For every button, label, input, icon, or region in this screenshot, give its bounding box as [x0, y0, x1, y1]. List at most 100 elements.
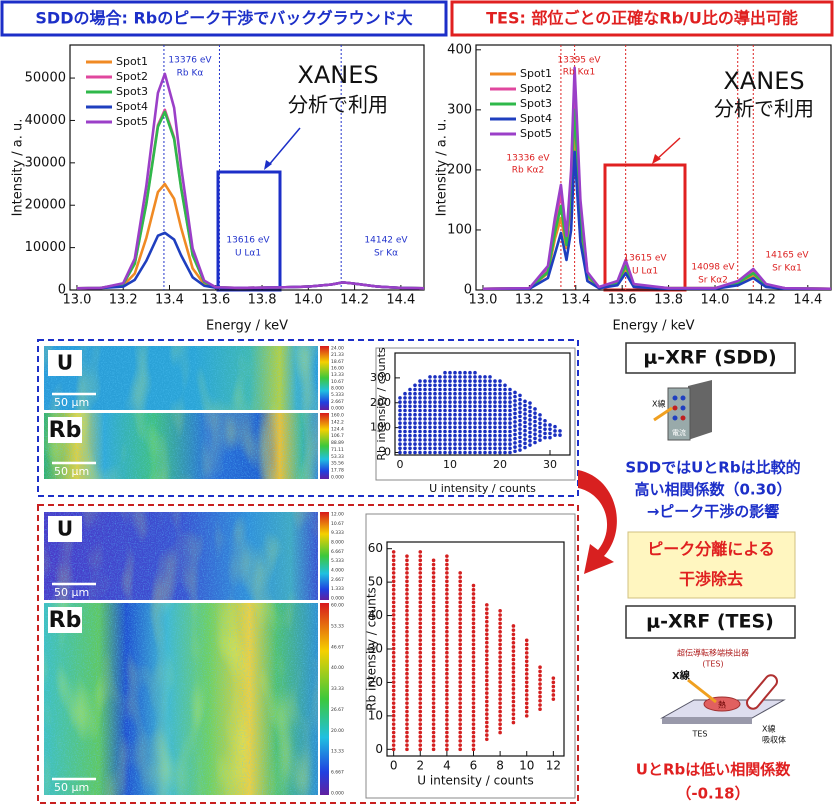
x-tick-label: 20 [493, 458, 507, 471]
scale-label: 50 μm [54, 396, 89, 409]
map-label-bg [48, 417, 82, 443]
scale-label: 50 μm [54, 781, 89, 794]
x-axis-label: U intensity / counts [429, 482, 536, 495]
detector-cell [680, 405, 686, 411]
icon-label: 熱 [718, 700, 726, 710]
y-tick-label: 300 [370, 371, 391, 384]
colorbar-label: 53.33 [331, 454, 344, 460]
annotation: Sr Kα1 [772, 264, 802, 274]
annotation: Rb Kα1 [563, 68, 595, 78]
chart: 13.0 13.2 13.4 13.6 13.8 14.0 14.2 14.4 0 100 200 3… [435, 42, 832, 334]
annotation: 14142 eV [364, 236, 408, 246]
colorbar-label: 160.0 [331, 413, 344, 419]
process-arrow [578, 470, 617, 574]
x-ray [687, 678, 717, 704]
colorbar-label: 24.00 [331, 346, 344, 352]
x-tick-label: 6 [470, 759, 478, 773]
map-label: Rb [49, 608, 82, 633]
y-tick-label: 0 [58, 283, 66, 298]
annotation: 分析で利用 [714, 97, 814, 121]
map-noise [44, 512, 318, 600]
chart: 13.0 13.2 13.4 13.6 13.8 14.0 14.2 14.4 0 10000 20… [11, 44, 425, 334]
arrow [655, 137, 681, 161]
series-line [76, 110, 424, 290]
x-tick-label: 14.0 [294, 293, 323, 308]
series-line [482, 66, 831, 290]
tes-title: μ-XRF (TES) [646, 611, 774, 633]
x-tick-label: 10 [443, 458, 457, 471]
map-label: U [57, 351, 73, 375]
annotation: Sr Kα2 [698, 276, 728, 286]
colorbar-label: 46.67 [331, 644, 344, 650]
substrate-edge [662, 718, 752, 724]
x-tick-label: 13.6 [608, 293, 637, 308]
colorbar-label: 20.00 [331, 728, 344, 734]
map-label-bg [48, 607, 82, 633]
y-tick-label: 30 [368, 642, 383, 656]
annotation: Rb Kα2 [512, 166, 544, 176]
scale-label: 50 μm [54, 586, 89, 599]
xanes-region [216, 170, 282, 292]
sdd-icon: X線 電流 [652, 380, 712, 441]
map: U 50 μm 24.0021.3318.6716.0013.3310.678.00… [44, 346, 344, 412]
y-axis-label: Rb intensity / counts [365, 587, 379, 711]
y-tick-label: 0 [384, 446, 391, 459]
x-tick-label: 14.2 [747, 293, 776, 308]
plot-frame [394, 352, 571, 456]
icon-label: 吸収体 [762, 735, 786, 745]
icon-label: (TES) [702, 660, 723, 669]
annotation: 13376 eV [168, 56, 212, 66]
legend-label: Spot2 [520, 82, 552, 95]
colorbar-label: 0.000 [331, 475, 344, 481]
thermometer [746, 674, 778, 710]
plot-area [398, 368, 562, 455]
x-tick-label: 0 [390, 759, 398, 773]
scatter-panel [365, 513, 576, 799]
legend-label: Spot3 [116, 85, 148, 98]
tes-title-box [625, 605, 796, 639]
y-tick-label: 40000 [25, 113, 66, 128]
map-noise [44, 346, 318, 410]
colorbar [320, 413, 329, 479]
y-tick-label: 60 [368, 541, 383, 555]
colorbar-label: 10.67 [331, 379, 344, 385]
separation-box [627, 531, 796, 599]
colorbar-label: 5.333 [331, 392, 344, 398]
y-tick-label: 10000 [25, 240, 66, 255]
legend-label: Spot3 [520, 97, 552, 110]
y-tick-label: 100 [447, 222, 472, 237]
header: SDDの場合: Rbのピーク干渉でバックグラウンド大 [35, 9, 412, 28]
detector-side [688, 380, 712, 440]
colorbar-label: 16.00 [331, 366, 344, 372]
colorbar [320, 603, 329, 795]
annotation: 13616 eV [226, 236, 270, 246]
x-tick-label: 13.2 [515, 293, 544, 308]
colorbar-label: 0.000 [331, 406, 344, 412]
x-tick-label: 0 [397, 458, 404, 471]
separation-text: ピーク分離による [647, 540, 775, 559]
detector-cell [672, 395, 678, 401]
plot-frame [69, 44, 425, 291]
annotation: 13395 eV [557, 56, 601, 66]
header: TES: 部位ごとの正確なRb/U比の導出可能 [486, 9, 798, 28]
annotation: XANES [723, 67, 804, 95]
colorbar-label: 106.7 [331, 433, 344, 439]
colorbar-label: 2.667 [331, 399, 344, 405]
annotation: U Lα1 [235, 249, 261, 259]
annotation: Rb Kα [177, 69, 204, 79]
colorbar-label: 10.67 [331, 521, 344, 527]
colorbar-label: 8.000 [331, 386, 344, 392]
series-line [76, 72, 424, 290]
chart: 0 2 4 6 8 10 12 0 10 20 30 40 50 60 Rb intensity / cou… [365, 541, 565, 788]
map: Rb 50 μm 160.0142.2124.4106.788.8971.1153.… [44, 413, 344, 481]
detector-face [667, 387, 691, 441]
colorbar-label: 35.56 [331, 461, 344, 467]
icon-label: X線 [672, 669, 691, 682]
map-noise [44, 603, 318, 795]
map: U 50 μm 12.00 10.67 9.333 8.000 6.667 5.333 4.00… [44, 512, 344, 602]
x-tick-label: 13.2 [109, 293, 138, 308]
annotation: 13336 eV [506, 154, 550, 164]
x-axis-label: Energy / keV [612, 319, 694, 334]
